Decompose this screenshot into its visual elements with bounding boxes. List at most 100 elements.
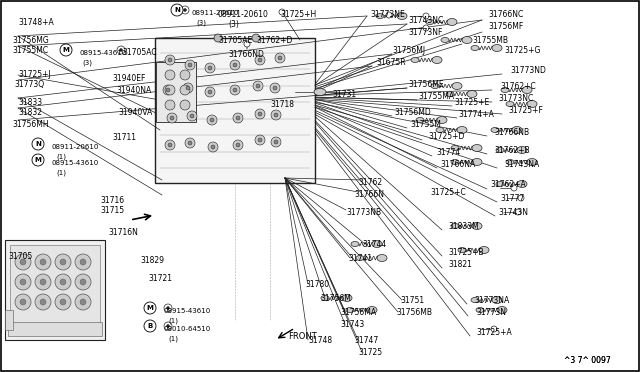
Text: FRONT: FRONT bbox=[288, 332, 317, 341]
Circle shape bbox=[120, 48, 122, 51]
Circle shape bbox=[208, 66, 212, 70]
Text: (3): (3) bbox=[228, 20, 239, 29]
Bar bbox=[5, 240, 105, 340]
Text: 31744: 31744 bbox=[362, 240, 387, 249]
Circle shape bbox=[20, 259, 26, 265]
Circle shape bbox=[208, 142, 218, 152]
Text: 31725+H: 31725+H bbox=[280, 10, 316, 19]
Circle shape bbox=[183, 83, 193, 93]
Bar bbox=[5, 310, 13, 330]
Circle shape bbox=[256, 84, 260, 88]
Circle shape bbox=[75, 254, 91, 270]
Circle shape bbox=[180, 70, 190, 80]
Ellipse shape bbox=[471, 45, 479, 51]
Circle shape bbox=[165, 100, 175, 110]
Text: 31774: 31774 bbox=[436, 148, 460, 157]
Ellipse shape bbox=[517, 180, 527, 187]
Text: 31705: 31705 bbox=[8, 252, 32, 261]
Circle shape bbox=[167, 113, 177, 123]
Text: 31940EF: 31940EF bbox=[112, 74, 145, 83]
Ellipse shape bbox=[496, 182, 504, 186]
Ellipse shape bbox=[472, 158, 482, 166]
Ellipse shape bbox=[522, 87, 532, 93]
Circle shape bbox=[188, 141, 192, 145]
Circle shape bbox=[205, 63, 215, 73]
Text: 08915-43610: 08915-43610 bbox=[80, 50, 127, 56]
Text: 31762+B: 31762+B bbox=[494, 146, 530, 155]
Circle shape bbox=[168, 58, 172, 62]
Circle shape bbox=[255, 109, 265, 119]
Circle shape bbox=[40, 299, 46, 305]
Circle shape bbox=[205, 87, 215, 97]
Text: 31762+C: 31762+C bbox=[500, 82, 536, 91]
Circle shape bbox=[253, 81, 263, 91]
Text: 31743N: 31743N bbox=[498, 208, 528, 217]
Text: 31705AE: 31705AE bbox=[218, 36, 252, 45]
Text: 31755M: 31755M bbox=[410, 120, 441, 129]
Text: 31832: 31832 bbox=[18, 108, 42, 117]
Text: 31773N: 31773N bbox=[476, 308, 506, 317]
Ellipse shape bbox=[397, 13, 407, 19]
Circle shape bbox=[252, 34, 260, 42]
Circle shape bbox=[165, 55, 175, 65]
Ellipse shape bbox=[426, 19, 434, 25]
Circle shape bbox=[258, 112, 262, 116]
Circle shape bbox=[423, 25, 429, 31]
Ellipse shape bbox=[411, 58, 419, 62]
Circle shape bbox=[171, 4, 183, 16]
Ellipse shape bbox=[458, 247, 466, 253]
Text: 31821: 31821 bbox=[448, 260, 472, 269]
Circle shape bbox=[180, 100, 190, 110]
Ellipse shape bbox=[479, 247, 489, 253]
Ellipse shape bbox=[462, 36, 472, 44]
Text: 31940NA: 31940NA bbox=[116, 86, 151, 95]
Circle shape bbox=[165, 140, 175, 150]
Circle shape bbox=[60, 44, 72, 56]
Text: N: N bbox=[35, 141, 41, 147]
Circle shape bbox=[35, 274, 51, 290]
Text: 31731: 31731 bbox=[332, 90, 356, 99]
Ellipse shape bbox=[491, 128, 499, 132]
Ellipse shape bbox=[527, 158, 537, 166]
Circle shape bbox=[270, 83, 280, 93]
Text: 31725+C: 31725+C bbox=[430, 188, 466, 197]
Text: 31773NC: 31773NC bbox=[498, 94, 533, 103]
Text: N: N bbox=[174, 7, 180, 13]
Text: (1): (1) bbox=[56, 154, 66, 160]
Circle shape bbox=[181, 6, 189, 14]
Text: 08915-43610: 08915-43610 bbox=[164, 308, 211, 314]
Circle shape bbox=[80, 279, 86, 285]
Text: 31829: 31829 bbox=[140, 256, 164, 265]
Circle shape bbox=[236, 116, 240, 120]
Circle shape bbox=[190, 114, 194, 118]
Text: 31743: 31743 bbox=[340, 320, 364, 329]
Circle shape bbox=[60, 299, 66, 305]
Text: 31766N: 31766N bbox=[354, 190, 384, 199]
Circle shape bbox=[15, 254, 31, 270]
Text: B: B bbox=[147, 323, 152, 329]
Text: 31773ND: 31773ND bbox=[510, 66, 546, 75]
Text: 31741: 31741 bbox=[348, 254, 372, 263]
Text: 31725: 31725 bbox=[358, 348, 382, 357]
Text: 31721: 31721 bbox=[148, 274, 172, 283]
Text: 08911-20610: 08911-20610 bbox=[52, 144, 99, 150]
Circle shape bbox=[271, 137, 281, 147]
Text: 31743NA: 31743NA bbox=[504, 160, 540, 169]
Circle shape bbox=[80, 299, 86, 305]
Circle shape bbox=[230, 85, 240, 95]
Ellipse shape bbox=[431, 83, 439, 89]
Ellipse shape bbox=[527, 100, 537, 108]
Ellipse shape bbox=[416, 118, 424, 122]
Text: 31755MA: 31755MA bbox=[418, 92, 454, 101]
Circle shape bbox=[233, 113, 243, 123]
Text: M: M bbox=[63, 47, 69, 53]
Circle shape bbox=[274, 113, 278, 117]
Circle shape bbox=[233, 63, 237, 67]
Circle shape bbox=[258, 138, 262, 142]
Circle shape bbox=[166, 324, 170, 327]
Circle shape bbox=[273, 86, 277, 90]
Ellipse shape bbox=[377, 254, 387, 262]
Circle shape bbox=[255, 135, 265, 145]
Text: 08911-20610: 08911-20610 bbox=[192, 10, 239, 16]
Text: 31780: 31780 bbox=[305, 280, 329, 289]
